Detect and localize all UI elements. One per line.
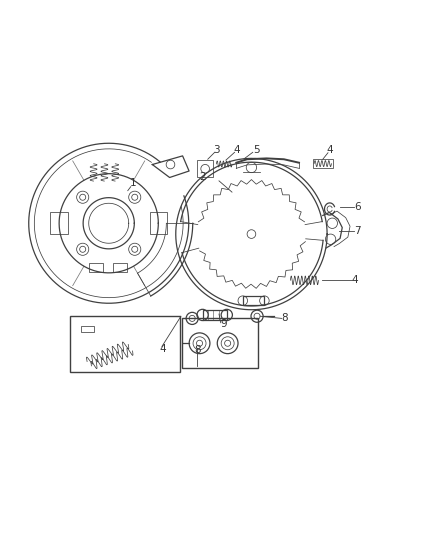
Bar — [50, 213, 68, 234]
Bar — [313, 159, 333, 168]
Text: 8: 8 — [194, 344, 201, 354]
Text: 5: 5 — [253, 145, 260, 155]
Text: 8: 8 — [282, 313, 288, 324]
Text: 4: 4 — [327, 145, 333, 155]
Bar — [150, 213, 167, 234]
Bar — [198, 160, 213, 176]
Bar — [202, 310, 227, 320]
Text: 4: 4 — [160, 344, 166, 354]
Text: 2: 2 — [199, 172, 206, 182]
Bar — [89, 263, 103, 272]
Text: 1: 1 — [130, 178, 137, 188]
Bar — [182, 318, 258, 368]
Bar — [81, 326, 94, 332]
Text: 4: 4 — [233, 145, 240, 155]
Text: 6: 6 — [354, 202, 361, 212]
Bar — [113, 263, 127, 272]
Bar — [70, 316, 180, 373]
Bar — [243, 296, 265, 305]
Text: 4: 4 — [352, 276, 359, 285]
Text: 7: 7 — [354, 226, 361, 236]
Text: 3: 3 — [213, 145, 219, 155]
Text: 9: 9 — [220, 319, 226, 329]
